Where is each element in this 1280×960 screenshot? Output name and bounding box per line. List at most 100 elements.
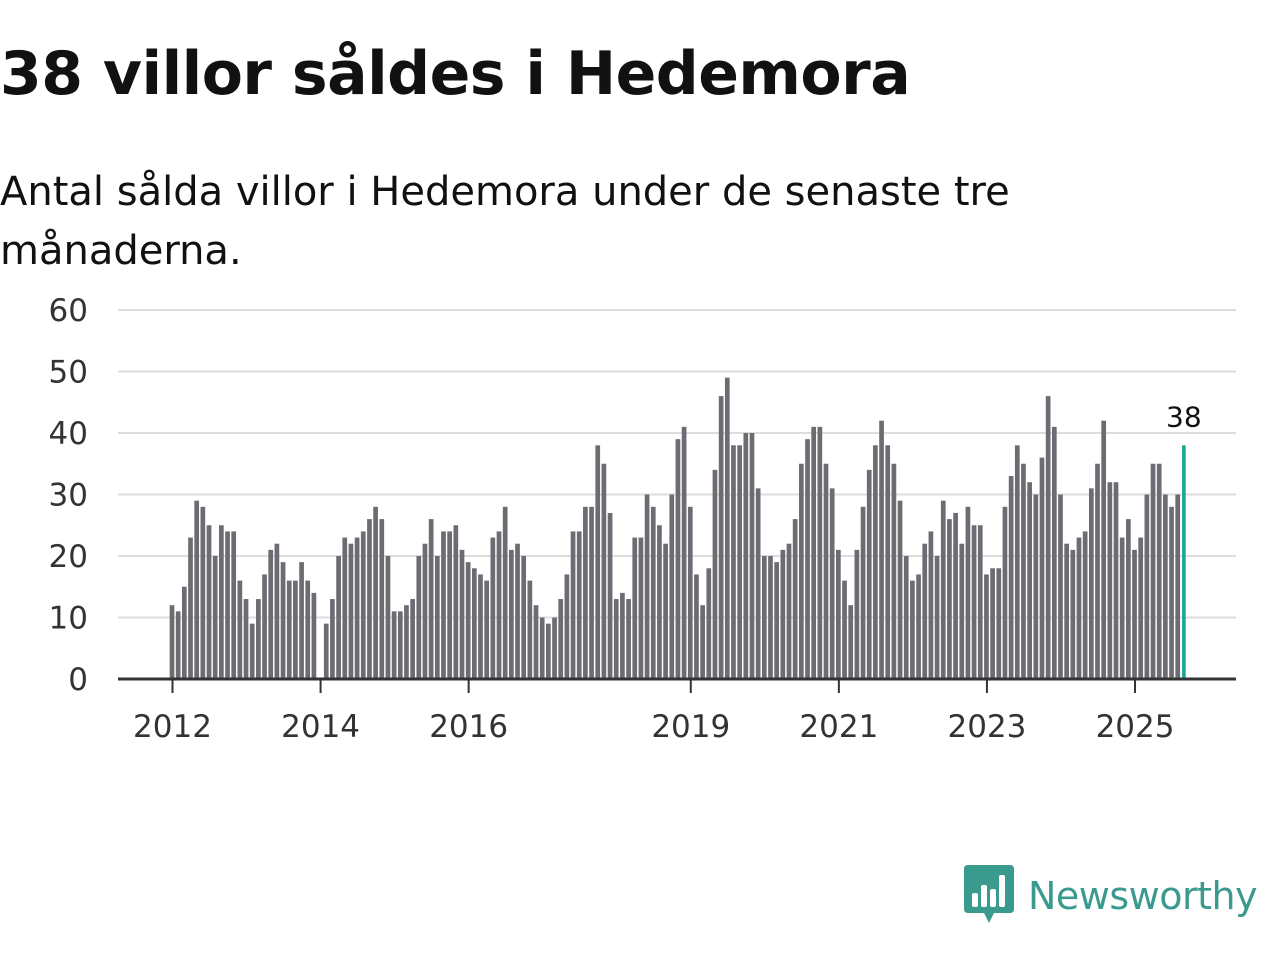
bar bbox=[471, 568, 477, 679]
bar bbox=[724, 377, 730, 679]
bar bbox=[638, 537, 644, 679]
bar bbox=[792, 519, 798, 679]
bar bbox=[410, 599, 415, 679]
bar bbox=[897, 500, 903, 679]
y-tick-label-50: 50 bbox=[49, 355, 88, 391]
bar bbox=[539, 617, 545, 679]
bar bbox=[385, 556, 391, 679]
bar bbox=[798, 463, 804, 679]
bar bbox=[360, 531, 366, 679]
bar bbox=[712, 469, 718, 679]
bar bbox=[903, 556, 909, 679]
bar bbox=[404, 605, 409, 679]
bar bbox=[743, 433, 749, 679]
bar bbox=[947, 519, 952, 679]
bar bbox=[354, 537, 360, 679]
bar bbox=[940, 500, 946, 679]
bar bbox=[959, 543, 965, 679]
bar bbox=[718, 396, 724, 679]
bar bbox=[1002, 506, 1008, 679]
bar bbox=[1064, 543, 1069, 679]
bar bbox=[786, 543, 792, 679]
bar bbox=[620, 592, 625, 679]
x-tick-label-2019: 2019 bbox=[651, 709, 730, 745]
bar bbox=[934, 556, 940, 679]
bar bbox=[916, 574, 921, 679]
bar bbox=[891, 463, 897, 679]
bar bbox=[607, 512, 613, 679]
bar bbox=[632, 537, 638, 679]
bar bbox=[434, 556, 440, 679]
y-tick-label-40: 40 bbox=[49, 416, 88, 452]
brand-name: Newsworthy bbox=[1028, 874, 1258, 918]
bar bbox=[650, 506, 656, 679]
bar bbox=[601, 463, 607, 679]
bar bbox=[200, 506, 206, 679]
bar bbox=[681, 426, 687, 679]
bar bbox=[990, 568, 995, 679]
bar bbox=[515, 543, 520, 679]
bar bbox=[1027, 482, 1032, 679]
bar bbox=[311, 592, 317, 679]
bar bbox=[817, 426, 823, 679]
bar bbox=[1008, 476, 1014, 679]
bar bbox=[866, 469, 872, 679]
bar bbox=[860, 506, 866, 679]
bar bbox=[249, 623, 255, 679]
bar bbox=[996, 568, 1002, 679]
bar bbox=[447, 531, 452, 679]
x-tick-label-2021: 2021 bbox=[799, 709, 878, 745]
bar bbox=[805, 439, 810, 679]
bar bbox=[663, 543, 668, 679]
bar bbox=[484, 580, 490, 679]
bar bbox=[1082, 531, 1088, 679]
bar bbox=[1144, 494, 1150, 679]
bar bbox=[1175, 494, 1181, 679]
bar bbox=[749, 433, 755, 679]
bar bbox=[1113, 482, 1119, 679]
bar bbox=[910, 580, 915, 679]
x-tick-label-2023: 2023 bbox=[947, 709, 1026, 745]
bar bbox=[336, 556, 341, 679]
bar bbox=[428, 519, 434, 679]
brand-logo[interactable]: Newsworthy bbox=[964, 864, 1258, 928]
bar bbox=[675, 439, 681, 679]
bar bbox=[1101, 420, 1107, 679]
bar bbox=[823, 463, 829, 679]
bar bbox=[928, 531, 934, 679]
bar bbox=[977, 525, 983, 679]
bar bbox=[441, 531, 446, 679]
bar bbox=[188, 537, 193, 679]
y-tick-label-60: 60 bbox=[49, 293, 88, 329]
bar bbox=[1021, 463, 1026, 679]
bar bbox=[737, 445, 742, 679]
bar bbox=[885, 445, 891, 679]
bar bbox=[922, 543, 928, 679]
bar bbox=[453, 525, 459, 679]
bar bbox=[1163, 494, 1168, 679]
x-axis-tick-labels: 2012 2014 2016 2019 2021 2023 2025 bbox=[133, 709, 1174, 745]
bar bbox=[379, 519, 385, 679]
bar bbox=[181, 586, 187, 679]
bar bbox=[700, 605, 705, 679]
bar-chart-speech-bubble-icon bbox=[964, 865, 1014, 923]
bar bbox=[1132, 549, 1137, 679]
bar bbox=[706, 568, 712, 679]
bar bbox=[1051, 426, 1057, 679]
bar-highlight bbox=[1182, 445, 1186, 679]
bar bbox=[323, 623, 329, 679]
bar bbox=[589, 506, 594, 679]
bar bbox=[342, 537, 348, 679]
bar bbox=[576, 531, 582, 679]
bar bbox=[527, 580, 533, 679]
bar bbox=[293, 580, 298, 679]
bar bbox=[829, 488, 835, 679]
bar bbox=[1156, 463, 1162, 679]
bar bbox=[848, 605, 854, 679]
bar bbox=[225, 531, 230, 679]
data-label-latest: 38 bbox=[1166, 400, 1202, 433]
bar bbox=[755, 488, 761, 679]
bar bbox=[490, 537, 496, 679]
bar bbox=[1014, 445, 1020, 679]
bar bbox=[984, 574, 989, 679]
